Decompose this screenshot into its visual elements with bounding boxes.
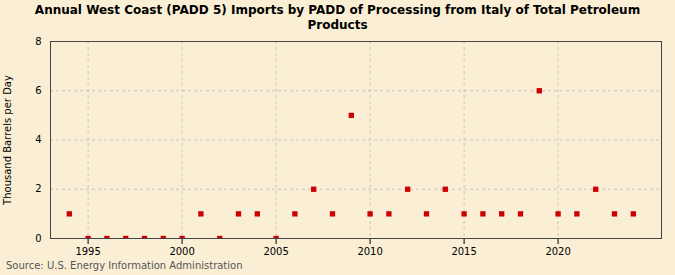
svg-text:2000: 2000	[169, 246, 194, 257]
html-text:Annual West Coast (PADD 5) Imp: Annual West Coast (PADD 5) Imports by PA…	[34, 3, 641, 32]
svg-text:Thousand Barrels per Day: Thousand Barrels per Day	[2, 75, 13, 206]
svg-text:1995: 1995	[75, 246, 100, 257]
html-text:Source: U.S. Energy Informatio: Source: U.S. Energy Information Administ…	[6, 260, 243, 271]
svg-text:2020: 2020	[545, 246, 570, 257]
svg-text:0: 0	[35, 233, 41, 244]
svg-text:2: 2	[35, 183, 41, 194]
svg-text:2015: 2015	[451, 246, 476, 257]
svg-text:8: 8	[35, 36, 41, 47]
svg-text:4: 4	[35, 134, 41, 145]
svg-text:2010: 2010	[357, 246, 382, 257]
svg-text:2005: 2005	[263, 246, 288, 257]
svg-text:6: 6	[35, 85, 41, 96]
